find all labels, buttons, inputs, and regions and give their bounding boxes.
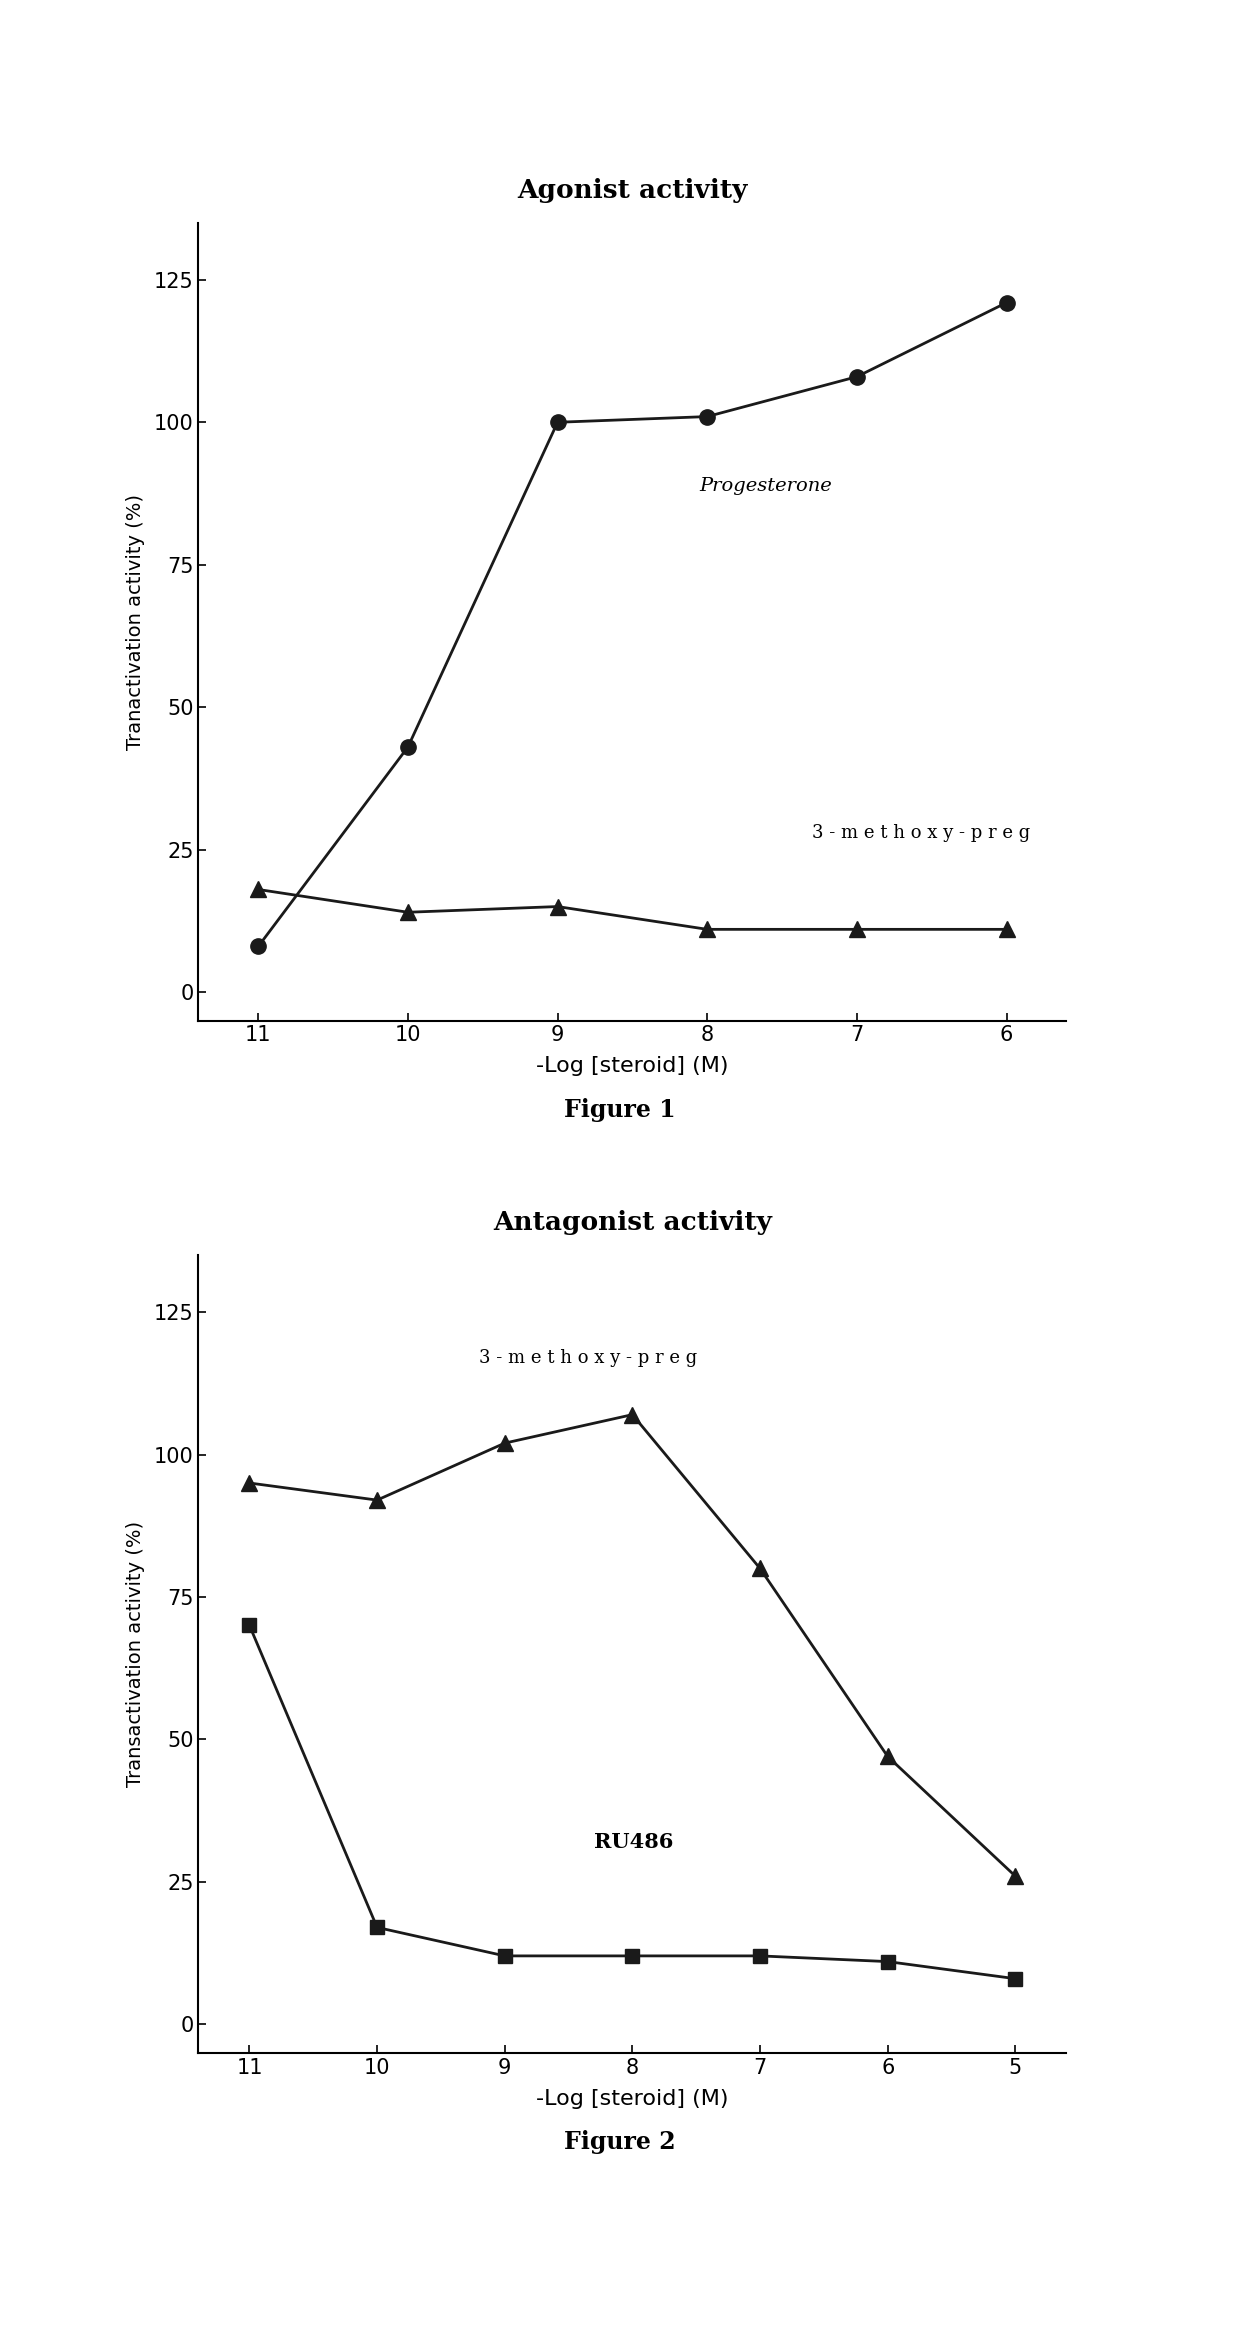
Text: RU486: RU486 <box>594 1832 673 1851</box>
Text: Figure 1: Figure 1 <box>564 1098 676 1121</box>
Text: Figure 2: Figure 2 <box>564 2130 676 2154</box>
Y-axis label: Transactivation activity (%): Transactivation activity (%) <box>126 1520 145 1788</box>
Text: Progesterone: Progesterone <box>699 476 832 495</box>
Text: 3 - m e t h o x y - p r e g: 3 - m e t h o x y - p r e g <box>812 823 1030 842</box>
Title: Antagonist activity: Antagonist activity <box>494 1211 771 1234</box>
Y-axis label: Tranactivation activity (%): Tranactivation activity (%) <box>126 493 145 751</box>
X-axis label: -Log [steroid] (M): -Log [steroid] (M) <box>536 2088 729 2109</box>
Text: 3 - m e t h o x y - p r e g: 3 - m e t h o x y - p r e g <box>479 1349 697 1368</box>
X-axis label: -Log [steroid] (M): -Log [steroid] (M) <box>536 1056 729 1077</box>
Title: Agonist activity: Agonist activity <box>517 178 748 202</box>
